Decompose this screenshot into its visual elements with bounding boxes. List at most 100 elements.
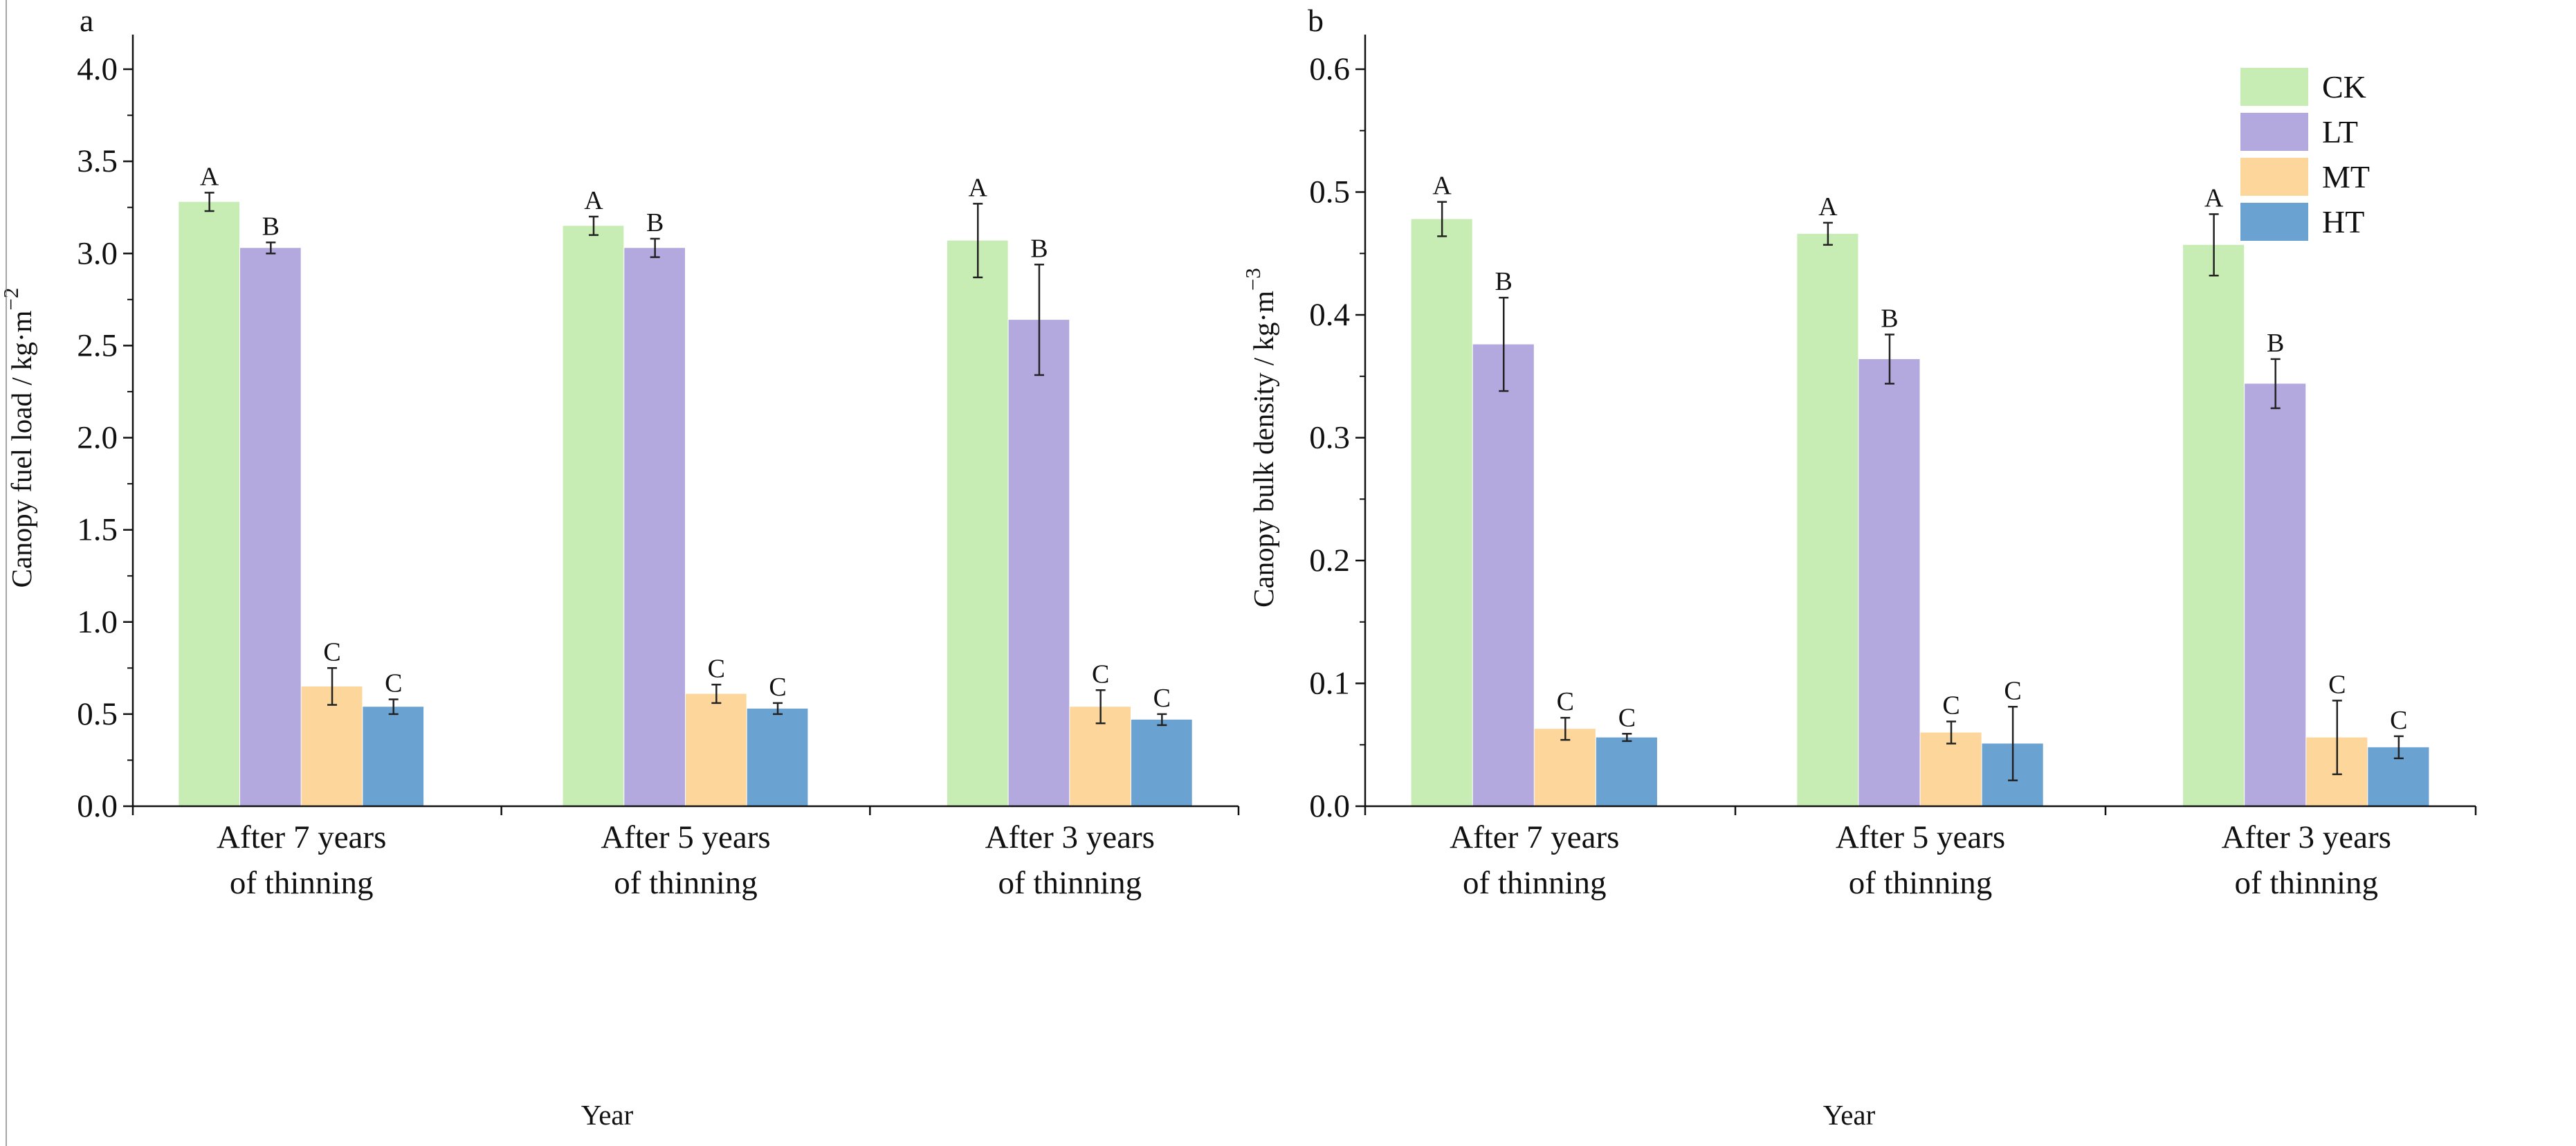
panel-b-y-ticks: 0.0 0.1 0.2 0.3 0.4 0.5 0.6 <box>1309 51 1365 824</box>
significance-letter-ht-3: C <box>2390 706 2407 735</box>
panel-b-x-categories: After 7 years of thinning After 5 years of … <box>1450 819 2391 901</box>
legend-label-lt: LT <box>2322 114 2358 149</box>
x-category-label-1: After 7 years <box>217 819 386 855</box>
panel-b-bars <box>1411 219 2429 807</box>
y-tick-label: 0.6 <box>1309 51 1350 87</box>
significance-letter-lt-2: B <box>1881 304 1898 333</box>
significance-letter-ck-3: A <box>2204 183 2224 212</box>
panel-a-error-bars <box>204 192 1167 727</box>
y-tick-label: 3.5 <box>77 143 118 179</box>
legend-label-ht: HT <box>2322 204 2364 239</box>
x-category-label-2: After 5 years <box>601 819 770 855</box>
bar-mt-1 <box>1534 729 1596 806</box>
bar-lt-3 <box>1008 320 1070 807</box>
legend-swatch-ck <box>2240 68 2308 106</box>
x-category-label-2: of thinning <box>614 865 758 901</box>
significance-letter-ht-1: C <box>1618 703 1636 732</box>
bar-ht-3 <box>1131 719 1192 806</box>
y-tick-label: 2.5 <box>77 327 118 363</box>
x-category-label-2: After 5 years <box>1836 819 2005 855</box>
x-category-label-3: of thinning <box>2234 865 2378 901</box>
bar-ht-2 <box>747 708 808 806</box>
bar-mt-2 <box>1920 732 1982 806</box>
panel-a-significance-letters: A A A B B B C C C C C C <box>200 162 1171 713</box>
panel-a-y-axis-exponent: −2 <box>0 288 23 311</box>
bar-ck-3 <box>947 240 1008 807</box>
panel-b-y-axis-exponent: −3 <box>1241 268 1265 291</box>
bar-lt-2 <box>1858 358 1920 806</box>
x-category-label-1: After 7 years <box>1450 819 1619 855</box>
significance-letter-mt-1: C <box>1557 687 1574 716</box>
bar-lt-1 <box>1472 344 1534 807</box>
significance-letter-ck-1: A <box>1432 172 1452 201</box>
significance-letter-ht-3: C <box>1153 684 1171 713</box>
x-category-label-3: After 3 years <box>2222 819 2391 855</box>
significance-letter-lt-1: B <box>262 212 280 241</box>
bar-ht-1 <box>363 707 424 806</box>
y-tick-label: 0.0 <box>77 788 118 824</box>
y-tick-label: 0.5 <box>77 696 118 732</box>
significance-letter-mt-3: C <box>1092 660 1109 689</box>
bar-lt-3 <box>2245 383 2306 806</box>
bar-ht-1 <box>1596 737 1657 806</box>
bar-ck-1 <box>1411 219 1472 806</box>
bar-mt-1 <box>301 686 363 806</box>
legend-swatch-lt <box>2240 113 2308 151</box>
legend: CK LT MT HT <box>2240 68 2370 241</box>
panel-a-axes <box>131 35 1240 815</box>
significance-letter-ck-2: A <box>584 186 603 215</box>
panel-a-y-axis-title: Canopy fuel load / kg·m−2 <box>0 288 37 588</box>
y-tick-label: 0.3 <box>1309 420 1350 456</box>
significance-letter-lt-1: B <box>1495 267 1513 296</box>
y-tick-label: 0.0 <box>1309 788 1350 824</box>
significance-letter-mt-3: C <box>2328 670 2346 699</box>
significance-letter-ht-1: C <box>385 669 402 698</box>
panel-a-x-categories: After 7 years of thinning After 5 years of … <box>217 819 1155 901</box>
bar-lt-2 <box>624 248 685 806</box>
bar-ck-1 <box>179 201 239 806</box>
panel-a-canopy-fuel-load: a A A A B B B C C C C C C 0.0 0.5 1.0 1.5 2.0 2.5 3.0 3.5 4… <box>0 3 1240 1131</box>
bar-ck-2 <box>563 226 624 806</box>
significance-letter-ck-2: A <box>1818 192 1838 221</box>
x-category-label-1: of thinning <box>230 865 374 901</box>
panel-b-letter: b <box>1308 3 1324 38</box>
y-tick-label: 1.0 <box>77 604 118 640</box>
y-tick-label: 0.5 <box>1309 174 1350 210</box>
y-tick-label: 4.0 <box>77 51 118 87</box>
x-category-label-3: After 3 years <box>985 819 1155 855</box>
panel-b-y-axis-title: Canopy bulk density / kg·m−3 <box>1241 268 1279 608</box>
y-tick-label: 2.0 <box>77 420 118 456</box>
significance-letter-lt-2: B <box>646 208 664 237</box>
bar-ck-3 <box>2183 244 2245 806</box>
panel-b-error-bars <box>1437 201 2404 781</box>
x-category-label-1: of thinning <box>1463 865 1607 901</box>
panel-a-y-axis-label: Canopy fuel load / kg·m <box>6 310 37 588</box>
panel-b-y-axis-label: Canopy bulk density / kg·m <box>1248 291 1279 608</box>
significance-letter-mt-1: C <box>323 637 340 666</box>
significance-letter-ck-1: A <box>200 162 219 191</box>
x-category-label-2: of thinning <box>1849 865 1993 901</box>
x-category-label-3: of thinning <box>998 865 1142 901</box>
significance-letter-lt-3: B <box>2267 329 2284 358</box>
panel-a-x-axis-title: Year <box>581 1099 634 1131</box>
panel-b-x-axis-title: Year <box>1823 1099 1876 1131</box>
panel-a-bars <box>179 201 1192 807</box>
significance-letter-ck-3: A <box>969 173 988 202</box>
legend-label-mt: MT <box>2322 159 2370 194</box>
significance-letter-lt-3: B <box>1030 234 1048 263</box>
panel-a-y-ticks: 0.0 0.5 1.0 1.5 2.0 2.5 3.0 3.5 4.0 <box>77 51 133 824</box>
legend-label-ck: CK <box>2322 69 2366 104</box>
bar-ck-2 <box>1797 233 1858 807</box>
y-tick-label: 0.4 <box>1309 297 1350 333</box>
panel-a-letter: a <box>80 3 93 38</box>
y-tick-label: 0.1 <box>1309 666 1350 702</box>
legend-swatch-ht <box>2240 203 2308 241</box>
significance-letter-ht-2: C <box>2004 676 2021 705</box>
legend-swatch-mt <box>2240 158 2308 196</box>
panel-b-canopy-bulk-density: b A A A B B B C C C C C C 0.0 0.1 0.2 0.3 0.4 0.5 0.6 Aft… <box>1241 3 2477 1131</box>
significance-letter-mt-2: C <box>1942 691 1960 720</box>
y-tick-label: 1.5 <box>77 512 118 548</box>
significance-letter-ht-2: C <box>769 673 786 702</box>
panel-b-axes <box>1364 35 2477 815</box>
y-tick-label: 0.2 <box>1309 543 1350 579</box>
